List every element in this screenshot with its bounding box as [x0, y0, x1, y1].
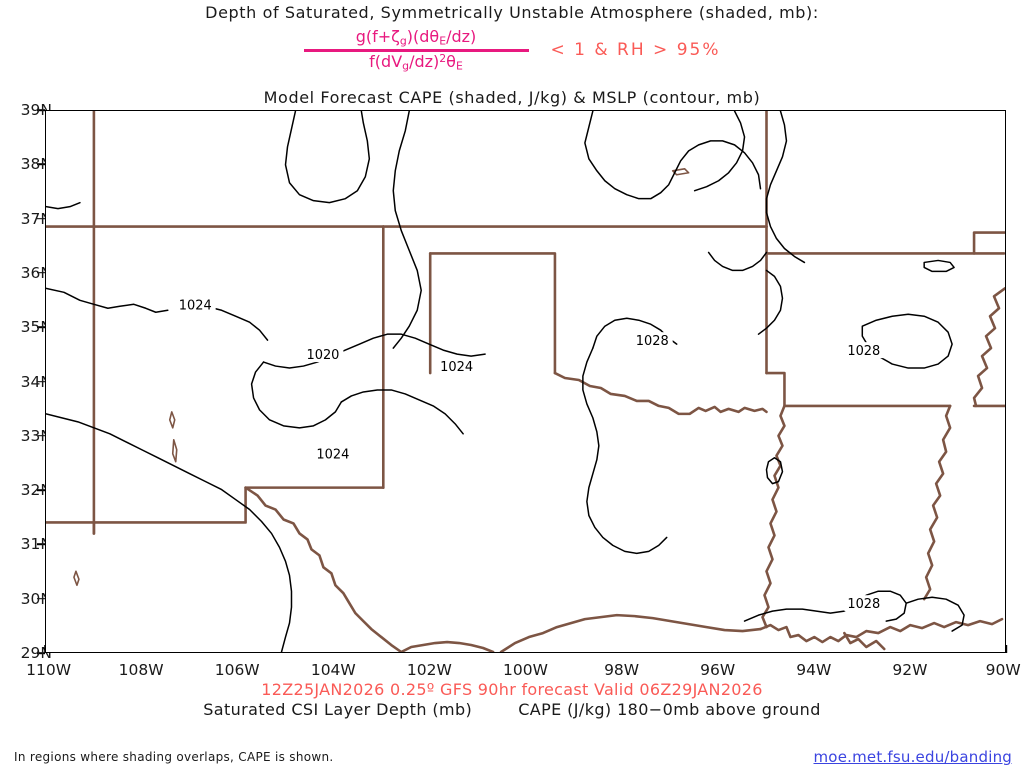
state-border-layer	[46, 111, 1005, 652]
latitude-tick-label: 29N	[20, 644, 52, 662]
formula-numerator: g(f+ζg)(dθE/dz)	[355, 27, 477, 48]
formula-fraction: g(f+ζg)(dθE/dz) f(dVg/dz)2θE	[303, 27, 529, 73]
border-la-ms	[922, 404, 952, 601]
overlap-note: In regions where shading overlaps, CAPE …	[14, 750, 334, 764]
contour-label-1024-mid: 1024	[440, 360, 473, 375]
latitude-tick-label: 38N	[20, 155, 52, 174]
longitude-tick-label: 90W	[985, 661, 1021, 679]
longitude-tick-label: 108W	[118, 661, 164, 679]
csi-criterion-formula: g(f+ζg)(dθE/dz) f(dVg/dz)2θE < 1 & RH > …	[0, 27, 1024, 73]
latitude-tick-mark	[37, 109, 45, 111]
latitude-tick-mark	[37, 597, 45, 600]
contour-1024-lower-tx	[46, 413, 293, 652]
latitude-tick-label: 30N	[20, 589, 52, 608]
contour-1028-ar-small	[923, 259, 955, 273]
contour-1028-tx-trough	[582, 347, 668, 555]
lake-nm-small	[168, 411, 176, 429]
contour-1024-panhandle	[262, 333, 486, 369]
latitude-tick-mark	[37, 326, 45, 328]
lake-utah-small	[171, 438, 178, 463]
formula-condition: < 1 & RH > 95%	[550, 39, 721, 60]
border-tx-la	[761, 404, 786, 629]
latitude-tick-label: 33N	[20, 426, 52, 445]
longitude-tick-label: 96W	[700, 661, 736, 679]
longitude-tick-label: 110W	[26, 661, 72, 679]
longitude-tick-mark	[1005, 645, 1007, 653]
map-canvas: 1024 1020 1024 1024 1028 1028 1028	[46, 111, 1005, 652]
longitude-tick-label: 106W	[214, 661, 260, 679]
latitude-tick-mark	[37, 489, 45, 491]
contour-1028-ar-closed	[861, 313, 953, 369]
border-red-river-ok-tx	[553, 371, 768, 416]
contour-label-1020: 1020	[306, 348, 339, 363]
source-link[interactable]: moe.met.fsu.edu/banding	[813, 748, 1012, 766]
latitude-tick-mark	[37, 543, 45, 546]
coast-mississippi-delta	[843, 631, 886, 651]
contour-label-layer: 1024 1020 1024 1024 1028 1028 1028	[175, 296, 885, 612]
border-panhandle-south	[428, 252, 557, 375]
latitude-tick-label: 31N	[20, 535, 52, 554]
lake-co-small	[671, 167, 690, 176]
label-cape: CAPE (J/kg) 180−0mb above ground	[518, 700, 821, 719]
contour-1024-nm-closed-2	[340, 389, 464, 435]
latitude-tick-label: 37N	[20, 209, 52, 228]
contour-1028-ks	[693, 111, 746, 192]
latitude-tick-mark	[37, 217, 45, 220]
latitude-tick-label: 39N	[20, 101, 52, 119]
longitude-tick-label: 104W	[310, 661, 356, 679]
contour-ok-ne2	[757, 269, 784, 335]
coast-louisiana-gulf	[759, 617, 1004, 644]
forecast-timestamp: 12Z25JAN2026 0.25º GFS 90hr forecast Val…	[261, 680, 763, 699]
contour-1024-nm-closed	[250, 361, 343, 429]
contour-1028-tx-small	[765, 456, 784, 485]
contour-1028-central	[584, 111, 762, 200]
label-csi-depth: Saturated CSI Layer Depth (mb)	[203, 700, 473, 719]
longitude-tick-label: 98W	[604, 661, 640, 679]
contour-1020-closed	[284, 111, 371, 204]
border-ar-la	[765, 371, 952, 408]
coast-texas-gulf	[499, 613, 762, 652]
border-rio-grande	[244, 486, 403, 652]
contour-1024-north	[46, 287, 169, 314]
lake-tx-small	[73, 570, 80, 587]
latitude-tick-mark	[37, 435, 45, 437]
latitude-tick-mark	[37, 272, 45, 274]
contour-label-1028-ok: 1028	[636, 334, 669, 349]
latitude-tick-mark	[37, 380, 45, 383]
latitude-tick-label: 32N	[20, 481, 52, 500]
longitude-tick-label: 92W	[892, 661, 928, 679]
page-subtitle: Model Forecast CAPE (shaded, J/kg) & MSL…	[263, 88, 761, 107]
latitude-tick-mark	[37, 163, 45, 166]
longitude-tick-label: 102W	[406, 661, 452, 679]
formula-denominator: f(dVg/dz)2θE	[369, 52, 463, 73]
mslp-contour-layer	[46, 111, 965, 652]
border-rio-grande-lower	[399, 640, 495, 652]
contour-nw-edge	[46, 201, 81, 210]
border-mo-bootheel	[972, 231, 1005, 255]
border-ar-ms-river	[972, 287, 1005, 408]
contour-1024-north-right	[204, 305, 269, 341]
longitude-tick-label: 100W	[503, 661, 548, 679]
contour-label-1028-gulf: 1028	[847, 597, 880, 612]
panel-labels: Saturated CSI Layer Depth (mb) CAPE (J/k…	[0, 700, 1024, 719]
contour-1020-trough	[392, 111, 422, 349]
contour-label-1024-nw: 1024	[179, 298, 212, 313]
border-nm-tx-step	[46, 486, 385, 524]
page-title: Depth of Saturated, Symmetrically Unstab…	[205, 3, 819, 22]
latitude-tick-label: 36N	[20, 263, 52, 282]
contour-mo-west	[765, 111, 806, 264]
latitude-tick-mark	[37, 652, 45, 654]
contour-ok-ne	[707, 251, 768, 272]
contour-label-1024-sw: 1024	[316, 448, 349, 463]
latitude-tick-label: 34N	[20, 372, 52, 391]
latitude-tick-label: 35N	[20, 318, 52, 337]
contour-label-1028-ar: 1028	[847, 344, 880, 359]
longitude-tick-label: 94W	[796, 661, 832, 679]
map-plot-area[interactable]: 1024 1020 1024 1024 1028 1028 1028	[45, 110, 1006, 653]
contour-1028-gulf-east	[905, 596, 965, 632]
formula-fraction-bar	[303, 49, 529, 53]
